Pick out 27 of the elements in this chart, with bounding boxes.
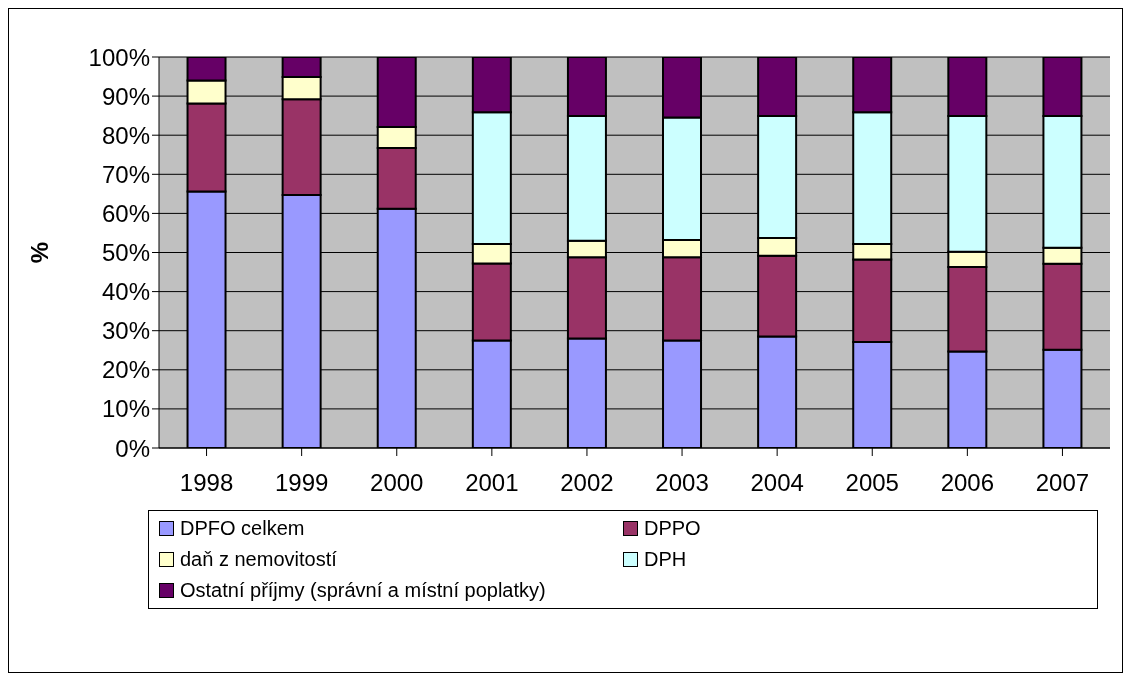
legend-label: DPH [644, 548, 687, 571]
legend-label: DPFO celkem [180, 517, 305, 540]
y-tick-label: 50% [101, 239, 150, 267]
y-tick-label: 0% [115, 434, 150, 462]
y-tick-label: 10% [101, 395, 150, 423]
x-tick-label: 2004 [750, 469, 804, 497]
x-tick-label: 1999 [274, 469, 329, 497]
y-tick-label: 60% [101, 199, 150, 227]
y-tick-label: 20% [101, 356, 150, 384]
legend-label: DPPO [644, 517, 701, 540]
x-tick-label: 2007 [1035, 469, 1090, 497]
y-tick-label: 90% [101, 82, 150, 110]
legend-label: Ostatní příjmy (správní a místní poplatky) [180, 579, 546, 602]
x-tick-label: 2006 [940, 469, 995, 497]
y-axis-title: % [25, 241, 53, 264]
x-tick-label: 1998 [179, 469, 234, 497]
y-tick-label: 40% [101, 278, 150, 306]
y-tick-label: 70% [101, 160, 150, 188]
legend-label: daň z nemovitostí [180, 548, 337, 571]
x-tick-label: 2003 [655, 469, 709, 497]
x-tick-label: 2002 [560, 469, 614, 497]
y-tick-label: 30% [101, 317, 150, 345]
x-tick-label: 2001 [465, 469, 519, 497]
y-tick-label: 100% [88, 43, 150, 71]
x-tick-label: 2005 [845, 469, 899, 497]
x-tick-label: 2000 [370, 469, 424, 497]
y-tick-label: 80% [101, 121, 150, 149]
